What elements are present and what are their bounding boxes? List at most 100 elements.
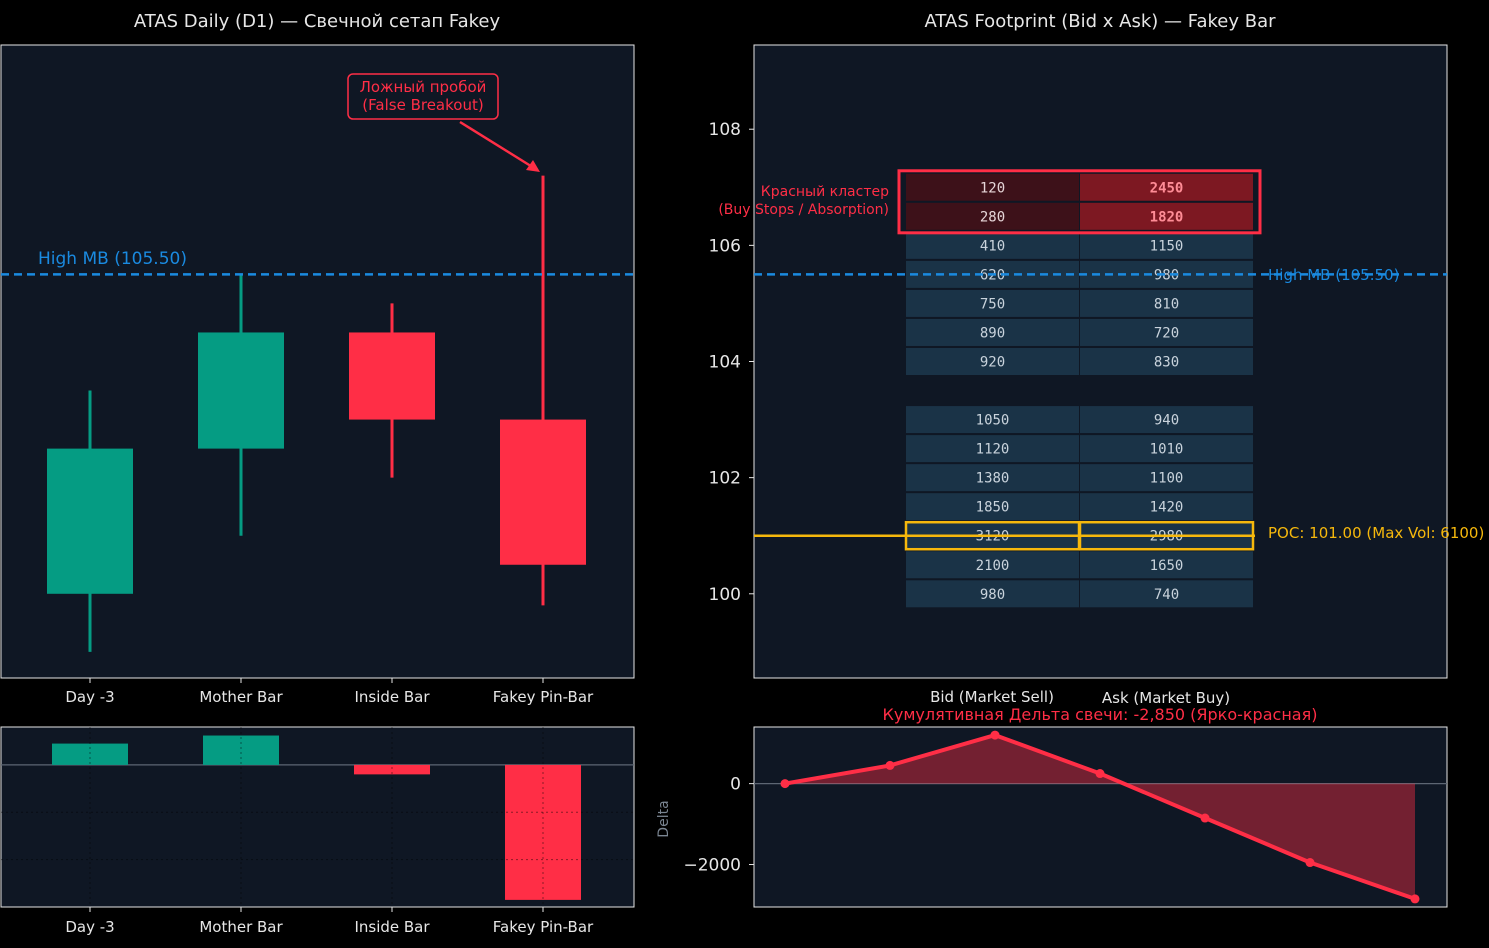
cum-delta-point-6 bbox=[1410, 894, 1420, 904]
cum-delta-point-1 bbox=[885, 760, 895, 770]
annotation-box bbox=[347, 73, 499, 120]
footprint-bid-cell-107 bbox=[906, 173, 1079, 201]
footprint-bid-value-107: 120 bbox=[980, 180, 1005, 196]
footprint-ask-value-105: 810 bbox=[1154, 296, 1179, 312]
annotation-arrow-shaft bbox=[459, 120, 535, 170]
footprint-bid-value-101.5: 1850 bbox=[976, 500, 1010, 516]
footprint-col-ask-label: Ask (Market Buy) bbox=[1102, 689, 1230, 707]
cum-delta-plot-area bbox=[753, 726, 1448, 908]
footprint-ask-cell-106.5 bbox=[1080, 202, 1253, 230]
footprint-bid-value-103: 1050 bbox=[976, 413, 1010, 429]
footprint-ask-cell-100 bbox=[1080, 580, 1253, 608]
cum-delta-y-tick-label-0: 0 bbox=[730, 775, 741, 795]
annotation-line2: (False Breakout) bbox=[362, 96, 483, 114]
footprint-bid-cell-104.5 bbox=[906, 318, 1079, 346]
footprint-bid-cell-105 bbox=[906, 289, 1079, 317]
cum-delta-point-3 bbox=[1095, 769, 1105, 779]
footprint-ask-cell-104.5 bbox=[1080, 318, 1253, 346]
annotation-line1: Ложный пробой bbox=[360, 78, 487, 96]
footprint-bid-cell-101.5 bbox=[906, 493, 1079, 521]
footprint-col-bid-label: Bid (Market Sell) bbox=[930, 688, 1054, 706]
candle-body-fakey-pin-bar bbox=[500, 419, 586, 565]
cum-delta-point-4 bbox=[1200, 813, 1210, 823]
footprint-bid-value-100.5: 2100 bbox=[976, 558, 1010, 574]
delta-bar-fakey-pin-bar bbox=[505, 764, 581, 900]
footprint-y-tick-label-106: 106 bbox=[709, 236, 741, 256]
red-cluster-outline bbox=[897, 169, 1262, 235]
poc-label: POC: 101.00 (Max Vol: 6100) bbox=[1268, 524, 1484, 542]
daily-x-tick-label-fakey-pin-bar: Fakey Pin-Bar bbox=[493, 688, 594, 706]
daily-x-tick-label-day-3: Day -3 bbox=[65, 688, 114, 706]
footprint-bid-value-104.5: 890 bbox=[980, 325, 1005, 341]
footprint-bid-cell-106.5 bbox=[906, 202, 1079, 230]
footprint-y-tick-label-104: 104 bbox=[709, 353, 741, 373]
footprint-high-mb-label: High MB (105.50) bbox=[1268, 266, 1399, 284]
footprint-ask-value-100.5: 1650 bbox=[1150, 558, 1184, 574]
daily-x-ticks: Day -3 Mother Bar Inside Bar Fakey Pin-Bar bbox=[65, 678, 594, 706]
footprint-ask-cell-102 bbox=[1080, 464, 1253, 492]
footprint-ask-value-106.5: 1820 bbox=[1150, 209, 1184, 225]
footprint-y-tick-label-102: 102 bbox=[709, 469, 741, 489]
footprint-ask-cell-102.5 bbox=[1080, 435, 1253, 463]
footprint-ask-cell-101.5 bbox=[1080, 493, 1253, 521]
footprint-y-tick-label-108: 108 bbox=[709, 120, 741, 140]
delta-x-tick-label-day-3: Day -3 bbox=[65, 918, 114, 936]
delta-bar-inside-bar bbox=[354, 764, 430, 775]
footprint-bid-value-106: 410 bbox=[980, 238, 1005, 254]
high-mb-label: High MB (105.50) bbox=[38, 249, 187, 269]
footprint-y-tick-label-100: 100 bbox=[709, 585, 741, 605]
daily-x-tick-label-inside-bar: Inside Bar bbox=[354, 688, 430, 706]
cum-delta-y-ticks: 0 −2000 bbox=[683, 775, 754, 876]
footprint-y-ticks: 100 102 104 106 108 bbox=[709, 120, 754, 605]
footprint-ask-cell-100.5 bbox=[1080, 551, 1253, 579]
cum-delta-area bbox=[785, 735, 1415, 899]
candle-body-day-3 bbox=[47, 448, 133, 594]
false-breakout-annotation: Ложный пробой (False Breakout) bbox=[347, 73, 540, 172]
cum-delta-point-0 bbox=[780, 779, 790, 789]
footprint-ask-value-104.5: 720 bbox=[1154, 325, 1179, 341]
footprint-bid-cell-102.5 bbox=[906, 435, 1079, 463]
daily-chart-title: ATAS Daily (D1) — Свечной сетап Fakey bbox=[134, 11, 501, 32]
delta-x-tick-label-fakey-pin-bar: Fakey Pin-Bar bbox=[493, 918, 594, 936]
footprint-chart-title: ATAS Footprint (Bid x Ask) — Fakey Bar bbox=[925, 11, 1277, 32]
cum-delta-title: Кумулятивная Дельта свечи: -2,850 (Ярко-… bbox=[883, 705, 1318, 724]
footprint-bid-cell-100.5 bbox=[906, 551, 1079, 579]
daily-x-tick-label-mother-bar: Mother Bar bbox=[199, 688, 283, 706]
footprint-ask-value-101.5: 1420 bbox=[1150, 500, 1184, 516]
footprint-ask-cell-106 bbox=[1080, 231, 1253, 259]
footprint-ask-value-103: 940 bbox=[1154, 413, 1179, 429]
footprint-ask-value-107: 2450 bbox=[1150, 180, 1184, 196]
cum-delta-point-2 bbox=[990, 730, 1000, 740]
candle-body-inside-bar bbox=[349, 332, 435, 420]
delta-bars-x-ticks: Day -3 Mother Bar Inside Bar Fakey Pin-Bar bbox=[65, 907, 594, 936]
delta-bars bbox=[1, 727, 634, 907]
cum-delta-ylabel: Delta bbox=[656, 800, 672, 837]
footprint-bid-value-102: 1380 bbox=[976, 471, 1010, 487]
footprint-bid-value-106.5: 280 bbox=[980, 209, 1005, 225]
daily-candles bbox=[47, 175, 586, 652]
footprint-ask-cell-103 bbox=[1080, 406, 1253, 434]
footprint-bid-value-105: 750 bbox=[980, 296, 1005, 312]
footprint-bid-value-102.5: 1120 bbox=[976, 442, 1010, 458]
delta-bar-mother-bar bbox=[203, 735, 279, 765]
annotation-arrow-head bbox=[526, 160, 540, 172]
footprint-ask-value-106: 1150 bbox=[1150, 238, 1184, 254]
delta-bar-day-3 bbox=[52, 743, 128, 765]
footprint-bid-value-104: 920 bbox=[980, 355, 1005, 371]
candle-body-mother-bar bbox=[198, 332, 284, 449]
cum-delta-series bbox=[754, 730, 1447, 904]
footprint-ask-cell-104 bbox=[1080, 348, 1253, 375]
footprint-bid-cell-100 bbox=[906, 580, 1079, 608]
footprint-ask-cell-105 bbox=[1080, 289, 1253, 317]
footprint-bid-cell-104 bbox=[906, 348, 1079, 375]
cum-delta-point-5 bbox=[1305, 858, 1315, 868]
footprint-ask-value-102: 1100 bbox=[1150, 471, 1184, 487]
footprint-bid-cell-106 bbox=[906, 231, 1079, 259]
footprint-ask-value-100: 740 bbox=[1154, 587, 1179, 603]
footprint-bid-value-100: 980 bbox=[980, 587, 1005, 603]
footprint-bid-cell-103 bbox=[906, 406, 1079, 434]
footprint-ask-value-104: 830 bbox=[1154, 355, 1179, 371]
footprint-ask-value-102.5: 1010 bbox=[1150, 442, 1184, 458]
cum-delta-y-tick-label--2000: −2000 bbox=[683, 856, 741, 876]
